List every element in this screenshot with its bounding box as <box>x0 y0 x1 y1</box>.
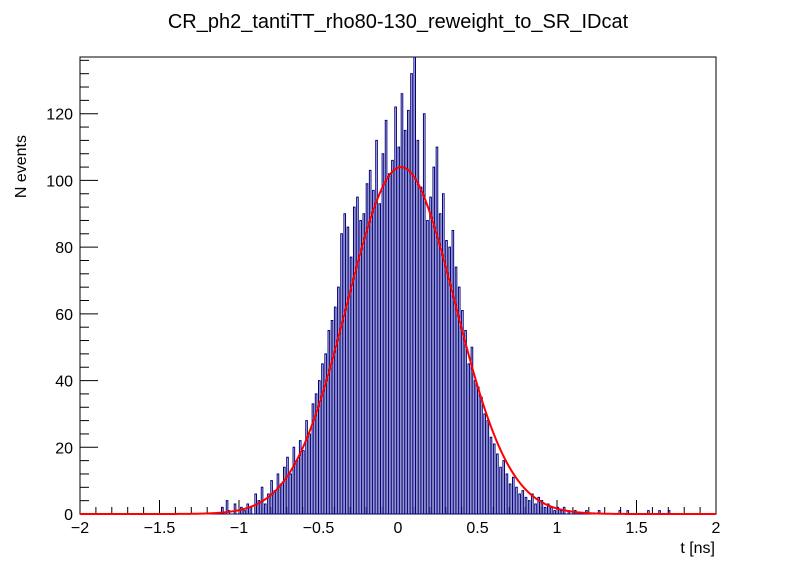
x-tick-label: −2 <box>71 520 89 537</box>
x-tick-label: −1.5 <box>144 520 176 537</box>
x-tick-label: −0.5 <box>303 520 335 537</box>
y-tick-label: 0 <box>64 507 73 524</box>
y-axis-label: N events <box>13 135 30 198</box>
x-axis-label: t [ns] <box>680 540 715 557</box>
x-tick-label: 2 <box>712 520 721 537</box>
histogram-series <box>80 56 716 515</box>
y-tick-label: 20 <box>55 440 73 457</box>
y-tick-label: 80 <box>55 240 73 257</box>
y-tick-label: 100 <box>46 173 73 190</box>
gaussian-fit-curve <box>80 166 716 515</box>
y-tick-label: 60 <box>55 307 73 324</box>
y-tick-label: 40 <box>55 374 73 391</box>
x-tick-label: 0.5 <box>466 520 488 537</box>
x-tick-label: 1 <box>553 520 562 537</box>
x-tick-label: 1.5 <box>625 520 647 537</box>
y-tick-label: 120 <box>46 107 73 124</box>
chart-title: CR_ph2_tantiTT_rho80-130_reweight_to_SR_… <box>168 11 629 33</box>
x-tick-label: −1 <box>230 520 248 537</box>
x-tick-label: 0 <box>394 520 403 537</box>
